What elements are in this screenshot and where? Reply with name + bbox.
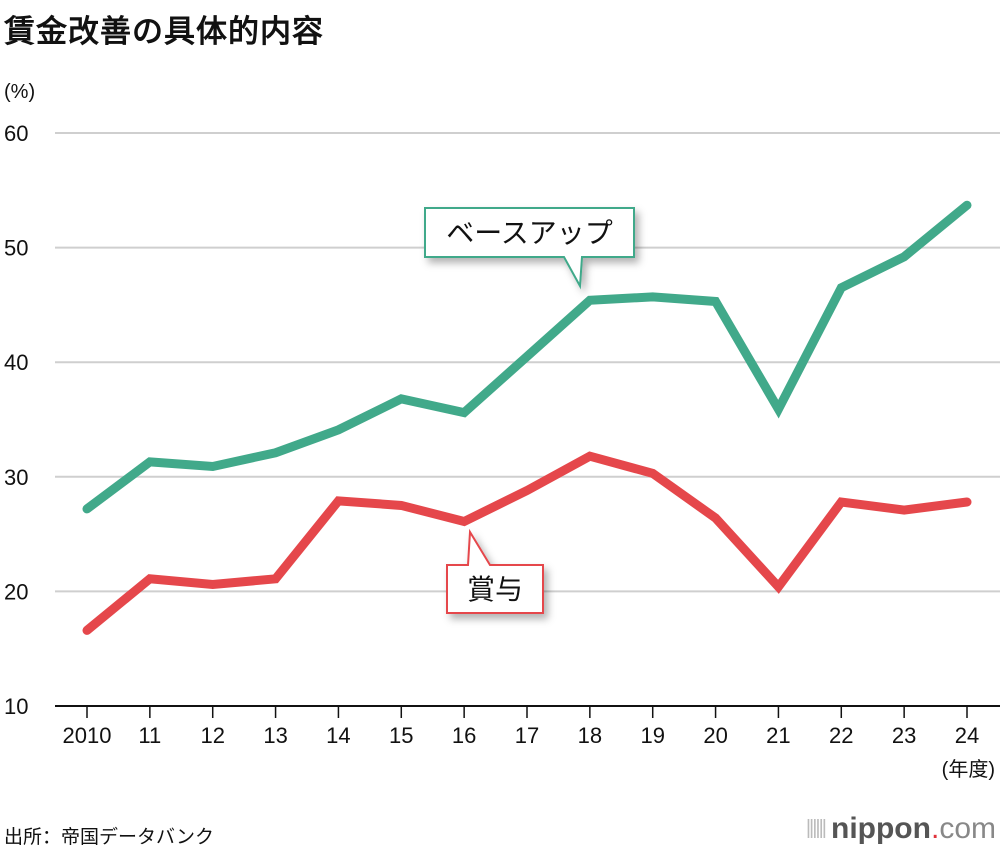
x-tick-label: 11 [138,723,161,748]
y-tick-label: 60 [4,121,28,146]
logo-bars-icon: |||||| [805,817,827,839]
y-tick-label: 40 [4,350,28,375]
series-callout [446,528,544,614]
source-note: 出所：帝国データバンク [4,826,214,848]
x-tick-label: 2010 [63,723,112,748]
y-tick-label: 30 [4,465,28,490]
x-tick-label: 14 [326,723,350,748]
y-axis-label: (%) [4,81,35,103]
callout-box [424,207,635,290]
callout-box [446,528,544,614]
legend-label: ベースアップ [446,217,613,250]
y-tick-label: 20 [4,579,28,604]
x-tick-label: 24 [955,723,979,748]
x-tick-label: 18 [578,723,602,748]
x-tick-label: 17 [515,723,539,748]
y-tick-label: 10 [4,694,28,719]
x-tick-label: 16 [452,723,476,748]
chart-title: 賃金改善の具体的内容 [4,14,324,50]
x-tick-label: 19 [640,723,664,748]
series-callout [424,207,635,290]
x-tick-label: 13 [263,723,287,748]
x-tick-label: 20 [703,723,727,748]
x-tick-label: 22 [829,723,853,748]
x-tick-label: 21 [766,723,790,748]
x-tick-label: 15 [389,723,413,748]
y-tick-label: 50 [4,236,28,261]
x-axis-label: (年度) [942,758,995,781]
nippon-logo: |||||| nippon.com [805,812,996,845]
line-chart: 10 20 30 40 50 60 2010 11 12 13 14 15 16 17 18 19 20 21 22… [4,81,1000,781]
x-tick-label: 23 [892,723,916,748]
legend-label: 賞与 [467,573,523,606]
x-tick-label: 12 [200,723,224,748]
